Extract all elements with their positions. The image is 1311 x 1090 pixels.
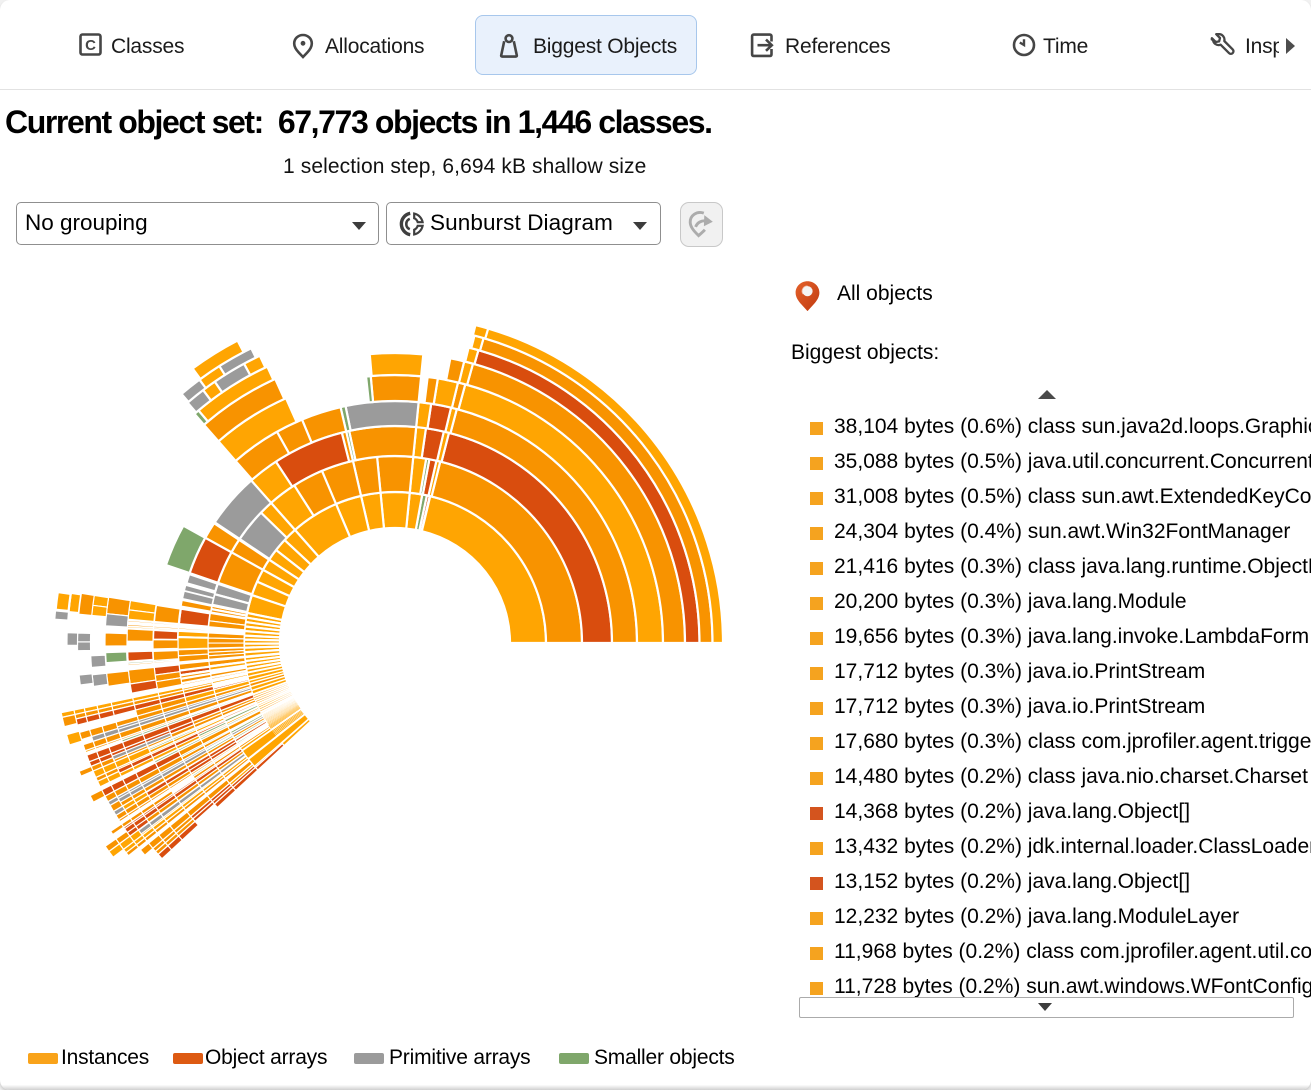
svg-text:C: C bbox=[85, 37, 96, 54]
